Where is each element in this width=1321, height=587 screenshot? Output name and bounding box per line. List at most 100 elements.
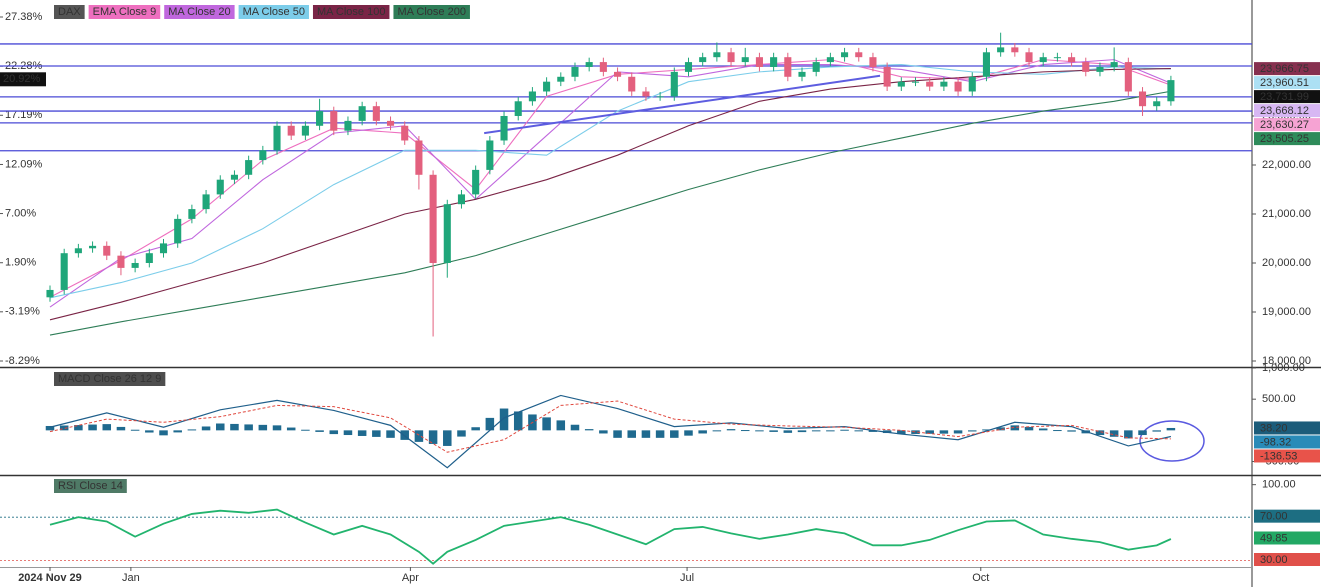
histogram-bar	[244, 424, 253, 431]
y-tick-label: 500.00	[1262, 393, 1296, 405]
histogram-bar	[45, 425, 55, 431]
histogram-bar	[783, 430, 793, 433]
candle-body	[358, 106, 366, 121]
value-tag-label: 49.85	[1260, 532, 1288, 544]
change-tag	[0, 72, 46, 87]
histogram-bar	[868, 430, 878, 432]
candle-body	[89, 245, 97, 249]
value-tag-label: -136.53	[1260, 450, 1297, 462]
histogram-bar	[556, 420, 566, 431]
histogram-bar	[513, 411, 523, 431]
candle-body	[202, 194, 210, 210]
histogram-bar	[1053, 430, 1062, 432]
candle-body	[386, 120, 395, 126]
candle-body	[670, 71, 678, 97]
candle-body	[514, 101, 522, 116]
candle-body	[798, 71, 806, 77]
value-tag	[1254, 509, 1320, 523]
histogram-bar	[357, 430, 367, 436]
candle-body	[287, 125, 295, 136]
candle-body	[770, 57, 778, 67]
candle-body	[188, 209, 196, 219]
candle-body	[159, 243, 168, 254]
legend-label: MA Close 50	[243, 6, 305, 18]
candle-body	[74, 248, 82, 254]
trend-line	[484, 74, 881, 135]
candle-body	[415, 140, 423, 175]
legend-label: EMA Close 9	[93, 6, 157, 18]
y2-tick-label: 17.19%	[5, 109, 43, 121]
candle-body	[230, 174, 238, 180]
legend-swatch	[54, 479, 127, 493]
candle-body	[727, 52, 735, 63]
histogram-bar	[230, 423, 239, 431]
histogram-bar	[201, 426, 211, 431]
candle-body	[174, 218, 182, 244]
histogram-bar	[173, 430, 182, 433]
candle-body	[1138, 91, 1147, 107]
histogram-bar	[130, 429, 140, 431]
histogram-bar	[386, 430, 395, 438]
value-tag-label: 23,630.27	[1260, 119, 1309, 131]
candle-body	[316, 111, 324, 126]
histogram-bar	[627, 430, 636, 438]
candle-body	[131, 262, 139, 268]
candle-body	[926, 81, 934, 87]
value-tag	[1254, 553, 1320, 566]
histogram-bar	[216, 423, 225, 431]
candle-body	[245, 160, 253, 175]
candle-body	[557, 76, 565, 82]
candle-body	[273, 125, 281, 151]
legend-swatch	[54, 5, 85, 19]
value-tag	[1254, 435, 1320, 449]
histogram-bar	[1166, 427, 1176, 431]
value-tag	[1254, 132, 1320, 146]
histogram-bar	[102, 424, 112, 431]
legend-label: MA Close 20	[168, 6, 230, 18]
legend-label: DAX	[58, 6, 81, 18]
candle-body	[954, 81, 962, 92]
histogram-bar	[712, 430, 722, 432]
annotation-ellipse	[1139, 420, 1205, 462]
candle-body	[628, 76, 636, 92]
y-tick-label: 19,000.00	[1262, 306, 1311, 318]
histogram-bar	[88, 424, 97, 431]
candle-body	[982, 52, 990, 77]
histogram-bar	[925, 430, 934, 434]
x-tick-label: Oct	[972, 572, 989, 584]
y-tick-label: 21,000.00	[1262, 208, 1311, 220]
y2-tick-label: 7.00%	[5, 207, 36, 219]
legend-swatch	[312, 5, 390, 19]
histogram-bar	[74, 425, 83, 431]
x-tick-label: 2024 Nov 29	[18, 572, 82, 584]
legend-label: MA Close 100	[317, 6, 385, 18]
candle-body	[46, 289, 54, 298]
histogram-bar	[1024, 426, 1034, 431]
candle-body	[117, 255, 125, 268]
candle-body	[883, 66, 891, 87]
histogram-bar	[797, 430, 807, 433]
candle-body	[741, 57, 749, 63]
histogram-bar	[372, 430, 381, 437]
histogram-bar	[286, 427, 296, 431]
candle-body	[528, 91, 536, 102]
value-tag	[1254, 90, 1320, 104]
candle-body	[60, 253, 68, 290]
histogram-bar	[726, 429, 736, 431]
value-tag-label: 23,505.25	[1260, 133, 1309, 145]
histogram-bar	[159, 430, 168, 436]
value-tag-label: -98.32	[1260, 436, 1291, 448]
candle-body	[472, 169, 480, 195]
histogram-bar	[343, 430, 353, 436]
histogram-bar	[599, 430, 608, 434]
histogram-bar	[59, 425, 69, 431]
histogram-bar	[854, 430, 864, 432]
value-tag-label: 23,966.75	[1260, 63, 1309, 75]
rsi-line	[49, 508, 1172, 565]
histogram-bar	[982, 429, 991, 431]
candle-body	[301, 125, 309, 136]
histogram-bar	[499, 408, 509, 431]
histogram-bar	[684, 430, 693, 436]
